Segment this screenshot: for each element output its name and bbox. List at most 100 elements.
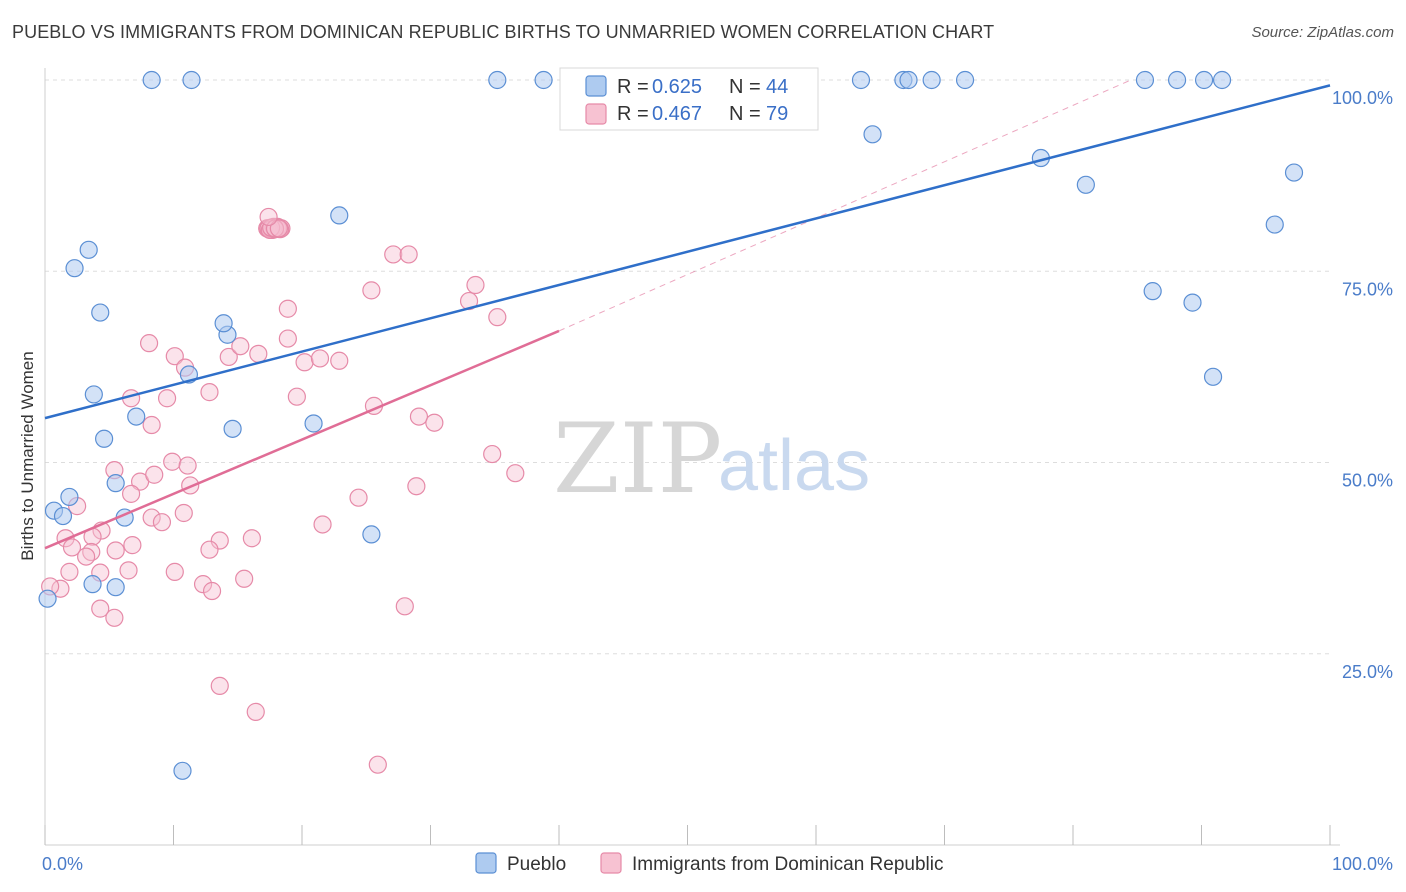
dominican-point bbox=[193, 575, 213, 594]
pueblo-point bbox=[1265, 215, 1284, 234]
dominican-point bbox=[106, 541, 125, 560]
dominican-n-value: 79 bbox=[766, 103, 788, 125]
dominican-trend-line bbox=[44, 329, 560, 550]
dominican-point bbox=[278, 299, 297, 318]
pueblo-point bbox=[214, 314, 233, 333]
pueblo-point bbox=[53, 506, 73, 526]
dominican-point bbox=[142, 508, 161, 527]
pueblo-point bbox=[91, 303, 110, 322]
dominican-point bbox=[395, 597, 414, 616]
dominican-point bbox=[399, 245, 418, 264]
stats-legend: R = 0.625 N = 44 R = 0.467 N = 79 bbox=[559, 67, 819, 131]
pueblo-point bbox=[142, 70, 161, 90]
axes bbox=[44, 68, 1340, 846]
dominican-point bbox=[313, 515, 332, 534]
pueblo-point bbox=[60, 487, 79, 507]
pueblo-point bbox=[223, 419, 242, 438]
pueblo-point bbox=[95, 429, 114, 448]
pueblo-point bbox=[173, 761, 192, 780]
dominican-point bbox=[235, 569, 254, 588]
dominican-point bbox=[330, 351, 349, 370]
pueblo-point bbox=[83, 575, 102, 594]
dominican-point bbox=[242, 529, 261, 548]
pueblo-point bbox=[330, 206, 349, 225]
dominican-point bbox=[165, 347, 184, 366]
y-axis-title: Births to Unmarried Women bbox=[18, 351, 37, 560]
dominican-point bbox=[466, 275, 485, 295]
pueblo-point bbox=[1167, 70, 1187, 90]
dominican-point bbox=[349, 488, 368, 507]
pueblo-point bbox=[127, 407, 146, 426]
dominican-point bbox=[384, 245, 403, 264]
dominican-point bbox=[91, 599, 110, 618]
dominican-r-label: R = bbox=[617, 103, 649, 125]
dominican-point bbox=[165, 562, 184, 581]
dominican-point bbox=[62, 538, 82, 557]
pueblo-point bbox=[65, 259, 84, 278]
dominican-point bbox=[259, 207, 278, 227]
x-tick-label-min: 0.0% bbox=[42, 854, 83, 874]
pueblo-n-value: 44 bbox=[766, 76, 788, 98]
dominican-point bbox=[249, 344, 268, 363]
pueblo-trend-line bbox=[44, 84, 1331, 420]
pueblo-point bbox=[1203, 367, 1223, 386]
pueblo-point bbox=[182, 70, 201, 90]
dominican-point bbox=[60, 562, 79, 581]
legend-pueblo-label: Pueblo bbox=[507, 854, 566, 875]
pueblo-point bbox=[79, 240, 98, 259]
dominican-point bbox=[178, 456, 197, 475]
dominican-point bbox=[246, 702, 265, 721]
x-tick-label-max: 100.0% bbox=[1332, 854, 1393, 874]
dominican-point bbox=[77, 547, 96, 566]
dominican-point bbox=[119, 561, 138, 580]
dominican-point bbox=[210, 531, 229, 550]
legend-pueblo-swatch bbox=[475, 852, 497, 874]
pueblo-point bbox=[38, 589, 57, 608]
pueblo-r-label: R = bbox=[617, 76, 649, 98]
y-tick-labels: 25.0% 50.0% 75.0% 100.0% bbox=[1332, 88, 1393, 682]
pueblo-point bbox=[899, 70, 918, 90]
y-tick-label-75: 75.0% bbox=[1342, 279, 1393, 299]
dominican-point bbox=[362, 281, 381, 300]
pueblo-r-value: 0.625 bbox=[652, 76, 702, 98]
pueblo-point bbox=[106, 578, 125, 597]
pueblo-point bbox=[106, 474, 125, 493]
pueblo-point bbox=[534, 70, 553, 90]
dominican-point bbox=[219, 347, 238, 367]
dominican-swatch bbox=[585, 103, 607, 125]
trend-lines bbox=[44, 79, 1331, 550]
dominican-point bbox=[231, 337, 250, 356]
x-tick-labels: 0.0% 100.0% bbox=[42, 854, 1393, 874]
series-legend: Pueblo Immigrants from Dominican Republi… bbox=[475, 852, 944, 875]
dominican-point bbox=[123, 536, 142, 555]
dominican-point bbox=[105, 608, 124, 627]
dominican-point bbox=[407, 477, 426, 496]
watermark-atlas: atlas bbox=[718, 426, 870, 506]
dominican-point bbox=[200, 383, 219, 402]
dominican-point bbox=[483, 444, 502, 464]
y-tick-label-50: 50.0% bbox=[1342, 471, 1393, 491]
watermark-zip: ZIP bbox=[553, 403, 722, 515]
legend-dominican-swatch bbox=[600, 852, 622, 874]
pueblo-point bbox=[1183, 293, 1202, 312]
dominican-r-value: 0.467 bbox=[652, 103, 702, 125]
pueblo-point bbox=[1284, 163, 1304, 182]
dominican-point bbox=[139, 334, 159, 353]
dominican-point bbox=[142, 415, 161, 435]
series-pueblo-points bbox=[38, 70, 1304, 780]
dominican-point bbox=[145, 465, 164, 484]
dominican-point bbox=[157, 389, 177, 408]
dominican-point bbox=[425, 413, 444, 432]
pueblo-point bbox=[1143, 282, 1162, 301]
dominican-point bbox=[210, 676, 229, 695]
dominican-n-label: N = bbox=[729, 103, 761, 125]
dominican-point bbox=[295, 353, 314, 372]
pueblo-swatch bbox=[585, 75, 607, 97]
dominican-point bbox=[506, 464, 525, 483]
pueblo-point bbox=[1212, 70, 1232, 90]
gridlines bbox=[45, 79, 1330, 655]
dominican-point bbox=[310, 349, 330, 368]
pueblo-point bbox=[362, 525, 381, 544]
dominican-point bbox=[121, 484, 141, 503]
pueblo-point bbox=[488, 70, 507, 90]
